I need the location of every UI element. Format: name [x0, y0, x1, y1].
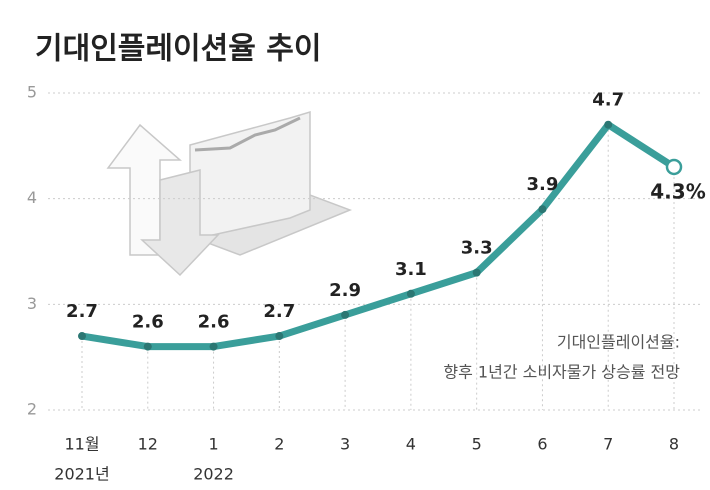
value-label: 2.9	[329, 280, 361, 301]
data-point	[604, 120, 613, 129]
data-point	[665, 158, 683, 176]
x-sublabel: 2021년	[54, 465, 109, 484]
x-tick-label: 6	[537, 435, 547, 454]
x-tick-label: 5	[472, 435, 482, 454]
x-tick-label: 1	[208, 435, 218, 454]
value-label: 3.9	[526, 174, 558, 195]
x-sublabel: 2022	[193, 465, 234, 484]
data-line	[78, 121, 678, 351]
value-label: 2.6	[198, 312, 230, 333]
data-point	[275, 332, 284, 341]
y-tick-label: 4	[27, 188, 37, 207]
y-tick-label: 5	[27, 83, 37, 102]
data-point	[341, 310, 350, 319]
x-tick-label: 8	[669, 435, 679, 454]
value-label: 2.7	[66, 301, 98, 322]
data-point	[209, 342, 218, 351]
x-tick-label: 11월	[64, 435, 99, 454]
illustration-down-arrow	[140, 169, 220, 277]
illustration-up-arrow	[106, 123, 182, 256]
data-point	[78, 332, 86, 341]
data-point	[538, 205, 547, 214]
x-tick-label: 2	[274, 435, 284, 454]
x-tick-label: 7	[603, 435, 613, 454]
data-point	[143, 342, 152, 351]
illustration-line	[194, 116, 301, 152]
value-label: 2.6	[132, 312, 164, 333]
value-label: 3.1	[395, 259, 427, 280]
x-tick-label: 4	[406, 435, 416, 454]
illustration	[106, 110, 353, 277]
y-tick-label: 3	[27, 294, 37, 313]
value-label: 4.3%	[650, 179, 705, 203]
chart-title: 기대인플레이션율 추이	[35, 32, 321, 67]
value-label: 4.7	[592, 90, 624, 111]
value-label: 3.3	[461, 238, 493, 259]
value-label: 2.7	[263, 301, 295, 322]
x-tick-label: 12	[138, 435, 158, 454]
data-point	[406, 289, 415, 298]
y-tick-label: 2	[27, 400, 37, 419]
annotation: 향후 1년간 소비자물가 상승률 전망	[443, 363, 680, 382]
annotation: 기대인플레이션율:	[557, 333, 680, 352]
x-tick-label: 3	[340, 435, 350, 454]
data-point	[472, 268, 481, 277]
